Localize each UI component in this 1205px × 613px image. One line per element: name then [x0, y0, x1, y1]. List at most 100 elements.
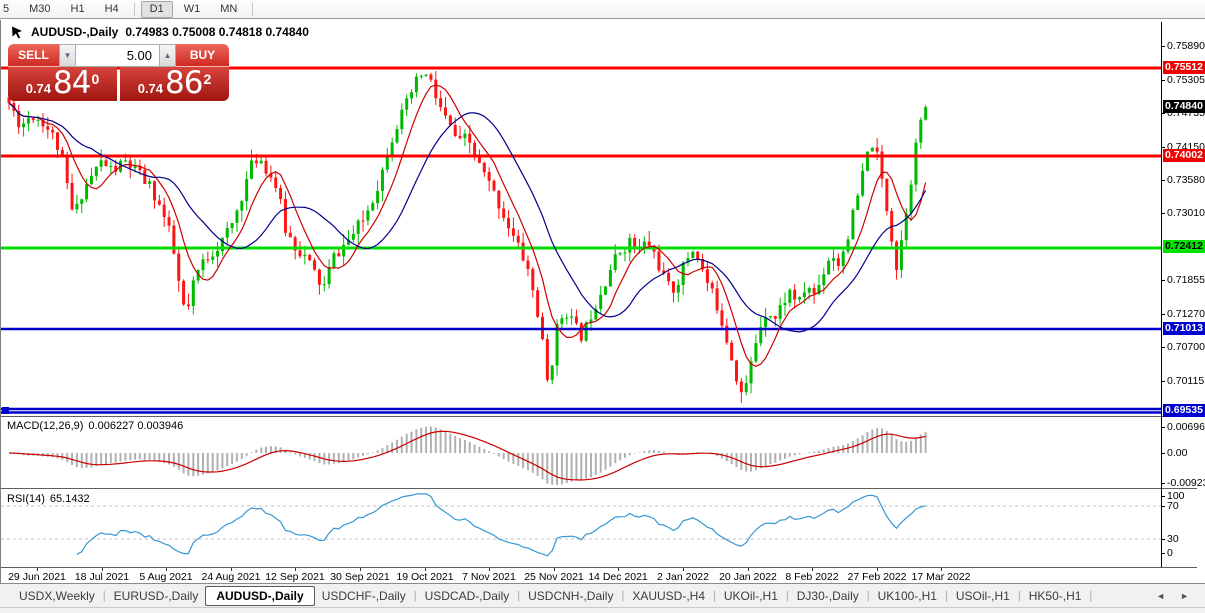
- tab-hk50-h1[interactable]: HK50-,H1: [1028, 588, 1082, 603]
- tab-separator: |: [102, 589, 106, 602]
- rsi-name: RSI(14): [7, 493, 45, 505]
- tab-separator: |: [621, 589, 625, 602]
- volume-spinner: ▼ ▲: [59, 44, 176, 67]
- rsi-axis-label: 0: [1167, 547, 1173, 559]
- tab-uk100-h1[interactable]: UK100-,H1: [877, 588, 937, 603]
- trade-panel-top-row: SELL ▼ ▲ BUY: [8, 44, 229, 67]
- tab-ukoil-h1[interactable]: UKOil-,H1: [723, 588, 778, 603]
- date-label: 17 Mar 2022: [911, 571, 971, 583]
- timeframe-button-h1[interactable]: H1: [70, 2, 85, 15]
- rsi-value: 65.1432: [49, 493, 90, 505]
- timeframe-button-mn[interactable]: MN: [220, 2, 238, 15]
- tab-xauusd-h4[interactable]: XAUUSD-,H4: [632, 588, 705, 603]
- price-chart-plot[interactable]: [1, 22, 1161, 415]
- price-axis-badge: 0.71013: [1163, 322, 1205, 335]
- panel-separator[interactable]: [1, 416, 1197, 417]
- tab-separator: |: [713, 589, 716, 602]
- sell-price-big-digits: 84: [53, 67, 91, 101]
- sell-button[interactable]: SELL: [8, 44, 59, 67]
- price-axis-badge: 0.72412: [1163, 240, 1205, 253]
- sell-price-prefix: 0.74: [25, 81, 52, 96]
- price-axis-badge: 0.69535: [1163, 404, 1205, 417]
- price-axis-badge: 0.74840: [1163, 100, 1205, 113]
- macd-plot[interactable]: [1, 417, 1161, 487]
- symbol-tabs: USDX,Weekly | EURUSD-,Daily AUDUSD-,Daily US…: [0, 585, 1148, 606]
- volume-increase-button[interactable]: ▲: [159, 44, 176, 67]
- sell-price-display[interactable]: 0.74 84 0: [8, 67, 117, 101]
- date-label: 30 Sep 2021: [330, 571, 390, 583]
- cursor-icon: [11, 26, 24, 39]
- buy-price-big-digits: 86: [165, 67, 203, 101]
- date-label: 5 Aug 2021: [139, 571, 193, 583]
- date-tick: [618, 568, 619, 571]
- toolbar-separator: [133, 2, 135, 16]
- price-axis-label: 0.75305: [1167, 74, 1205, 86]
- date-label: 7 Nov 2021: [462, 571, 516, 583]
- date-label: 29 Jun 2021: [8, 571, 66, 583]
- timeframe-toolbar: 5 M30 H1 H4 D1 W1 MN: [0, 0, 1205, 19]
- date-label: 8 Feb 2022: [785, 571, 839, 583]
- date-tick: [295, 568, 296, 571]
- price-axis-label: 0.73580: [1167, 174, 1205, 186]
- rsi-axis-label: 30: [1167, 533, 1179, 545]
- chart-title: AUDUSD-,Daily 0.74983 0.75008 0.74818 0.…: [11, 25, 309, 39]
- tab-usdx-weekly[interactable]: USDX,Weekly: [19, 588, 95, 603]
- price-axis-badge: 0.74002: [1163, 149, 1205, 162]
- price-axis-label: 0.71855: [1167, 274, 1205, 286]
- axis-tick: [1161, 506, 1165, 507]
- tab-separator: |: [785, 589, 789, 602]
- date-label: 18 Jul 2021: [74, 571, 130, 583]
- axis-tick: [1161, 539, 1165, 540]
- rsi-axis-label: 70: [1167, 500, 1179, 512]
- date-tick: [877, 568, 878, 571]
- tab-usdchf-daily[interactable]: USDCHF-,Daily: [321, 588, 406, 603]
- date-label: 12 Sep 2021: [265, 571, 325, 583]
- price-axis-label: 0.75890: [1167, 40, 1205, 52]
- tab-usdcad-daily[interactable]: USDCAD-,Daily: [424, 588, 510, 603]
- buy-button[interactable]: BUY: [176, 44, 229, 67]
- rsi-plot[interactable]: [1, 490, 1161, 567]
- buy-price-display[interactable]: 0.74 86 2: [120, 67, 229, 101]
- price-axis[interactable]: 0.75890 0.75305 0.74735 0.74150 0.73580 0.730…: [1161, 20, 1205, 583]
- date-label: 20 Jan 2022: [719, 571, 777, 583]
- tab-separator: |: [413, 589, 417, 602]
- volume-input[interactable]: [76, 44, 159, 67]
- tab-separator: |: [1017, 589, 1021, 602]
- axis-tick: [1161, 347, 1165, 348]
- volume-decrease-button[interactable]: ▼: [59, 44, 76, 67]
- tab-scroll-right-icon[interactable]: ►: [1180, 590, 1189, 601]
- buy-price-prefix: 0.74: [137, 81, 164, 96]
- timeframe-button-h4[interactable]: H4: [104, 2, 119, 15]
- tab-separator: |: [1089, 589, 1093, 602]
- date-axis[interactable]: 29 Jun 2021 18 Jul 2021 5 Aug 2021 24 Aug 2…: [1, 568, 1161, 583]
- tab-usdcnh-daily[interactable]: USDCNH-,Daily: [528, 588, 614, 603]
- macd-values: 0.006227 0.003946: [88, 420, 184, 432]
- macd-axis-label: 0.006964: [1167, 421, 1205, 433]
- timeframe-button-5[interactable]: 5: [3, 2, 10, 15]
- date-tick: [231, 568, 232, 571]
- chart-window: 0.75890 0.75305 0.74735 0.74150 0.73580 0.730…: [0, 20, 1205, 583]
- axis-tick: [1161, 483, 1165, 484]
- macd-indicator-label: MACD(12,26,9) 0.006227 0.003946: [7, 420, 183, 432]
- date-label: 27 Feb 2022: [847, 571, 907, 583]
- panel-separator[interactable]: [1, 488, 1197, 489]
- axis-tick: [1161, 113, 1165, 114]
- sell-price-pip-digit: 0: [91, 71, 100, 87]
- price-axis-label: 0.73010: [1167, 207, 1205, 219]
- axis-tick: [1161, 314, 1165, 315]
- tab-usoil-h1[interactable]: USOil-,H1: [955, 588, 1010, 603]
- axis-tick: [1161, 280, 1165, 281]
- timeframe-button-m30[interactable]: M30: [29, 2, 51, 15]
- window-bottom-strip: [0, 607, 1205, 613]
- one-click-trading-panel: SELL ▼ ▲ BUY 0.74 84 0 0.74 86 2: [8, 44, 229, 101]
- timeframe-button-w1[interactable]: W1: [183, 2, 201, 15]
- timeframe-button-d1[interactable]: D1: [140, 0, 173, 18]
- date-tick: [489, 568, 490, 571]
- axis-tick: [1161, 213, 1165, 214]
- axis-tick: [1161, 553, 1165, 554]
- price-axis-label: 0.70700: [1167, 341, 1205, 353]
- tab-scroll-left-icon[interactable]: ◄: [1156, 590, 1166, 601]
- tab-audusd-daily[interactable]: AUDUSD-,Daily: [205, 585, 315, 606]
- tab-eurusd-daily[interactable]: EURUSD-,Daily: [113, 588, 199, 603]
- tab-dj30-daily[interactable]: DJ30-,Daily: [796, 588, 859, 603]
